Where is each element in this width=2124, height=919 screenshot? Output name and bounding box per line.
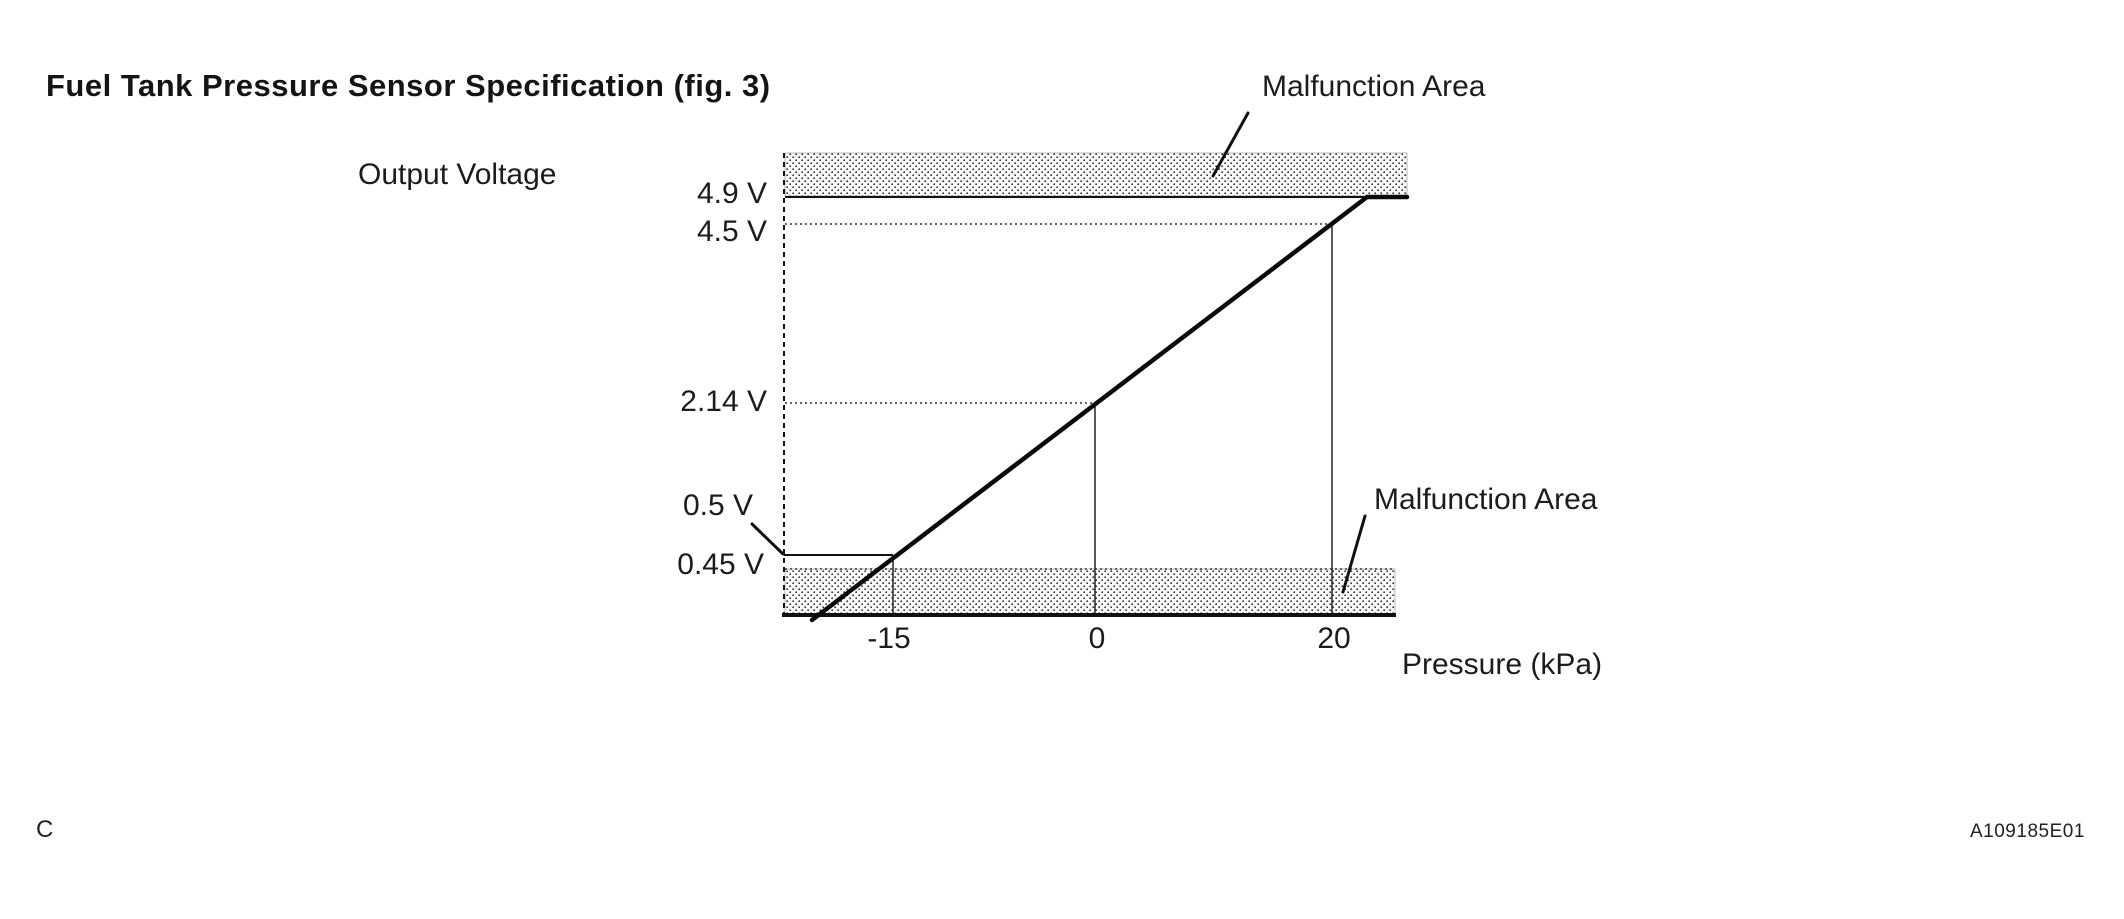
x-axis-title: Pressure (kPa) xyxy=(1402,648,1603,681)
leader-line-top-malfunction xyxy=(1211,111,1250,178)
figure-title: Fuel Tank Pressure Sensor Specification … xyxy=(46,68,771,103)
malfunction-area-label-bottom: Malfunction Area xyxy=(1374,483,1598,516)
page-marker: C xyxy=(36,816,54,843)
y-tick-2-14v: 2.14 V xyxy=(680,385,767,418)
y-axis-title: Output Voltage xyxy=(358,158,557,191)
x-tick-0: 0 xyxy=(1088,622,1106,655)
y-tick-4-5v: 4.5 V xyxy=(696,215,767,248)
malfunction-area-label-top: Malfunction Area xyxy=(1262,70,1486,103)
y-tick-4-9v: 4.9 V xyxy=(696,177,767,210)
leader-line-0-5v xyxy=(750,522,785,556)
x-tick-minus15: -15 xyxy=(867,622,911,655)
malfunction-band-bottom xyxy=(784,568,1396,615)
malfunction-band-top xyxy=(784,152,1408,197)
leader-line-bottom-malfunction xyxy=(1341,514,1367,594)
sensor-output-line xyxy=(809,194,1410,623)
x-tick-20: 20 xyxy=(1317,622,1351,655)
figure-reference-code: A109185E01 xyxy=(1970,821,2085,842)
y-tick-0-5v: 0.5 V xyxy=(682,489,753,522)
y-tick-0-45v: 0.45 V xyxy=(677,548,764,581)
